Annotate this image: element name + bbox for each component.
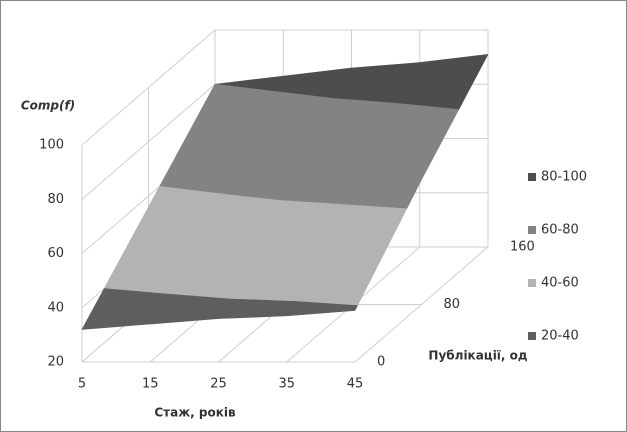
x-axis-label: Стаж, років xyxy=(154,406,236,420)
legend-label: 40-60 xyxy=(541,276,579,291)
y-tick-label: 0 xyxy=(377,355,385,370)
legend-label: 80-100 xyxy=(541,170,587,185)
y-axis-label: Публікації, од xyxy=(428,349,527,363)
z-tick-label: 20 xyxy=(47,355,64,370)
y-tick-label: 80 xyxy=(444,297,461,312)
surface-patch xyxy=(217,298,295,319)
y-tick-label: 160 xyxy=(510,240,535,255)
x-tick-label: 5 xyxy=(78,377,86,392)
legend-swatch xyxy=(528,226,536,234)
x-tick-label: 15 xyxy=(142,377,159,392)
x-tick-label: 45 xyxy=(347,377,364,392)
z-tick-label: 100 xyxy=(39,138,64,153)
legend-swatch xyxy=(528,332,536,340)
z-axis-label: Comp(f) xyxy=(21,99,75,113)
legend-swatch xyxy=(528,279,536,287)
legend-label: 60-80 xyxy=(541,223,579,238)
legend-swatch xyxy=(528,173,536,181)
z-tick-label: 60 xyxy=(47,246,64,261)
z-tick-label: 80 xyxy=(47,192,64,207)
legend-label: 20-40 xyxy=(541,329,579,344)
x-tick-label: 25 xyxy=(210,377,227,392)
z-tick-label: 40 xyxy=(47,300,64,315)
surface-patch xyxy=(286,301,358,317)
x-tick-label: 35 xyxy=(278,377,295,392)
